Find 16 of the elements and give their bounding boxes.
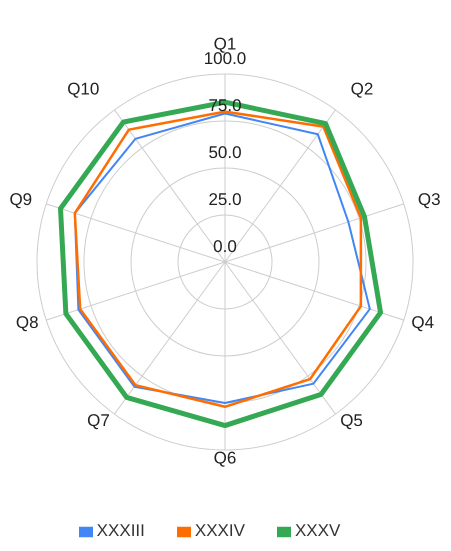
- y-tick-label: 25.0: [208, 190, 242, 209]
- spoke-label: Q9: [9, 190, 32, 209]
- spoke-label: Q6: [214, 448, 236, 468]
- y-tick-label: 50.0: [208, 143, 242, 162]
- spoke-label: Q4: [411, 313, 434, 332]
- spoke-label: Q10: [67, 80, 100, 99]
- y-tick-label: 0.0: [213, 237, 237, 256]
- spoke-label: Q5: [340, 411, 363, 430]
- spoke-label: Q7: [87, 411, 110, 430]
- legend-label: XXXIII: [96, 521, 145, 540]
- legend-label: XXXV: [294, 521, 340, 540]
- spoke-label: Q8: [16, 313, 39, 332]
- spoke-label: Q2: [350, 80, 374, 99]
- legend-label: XXXIV: [194, 521, 245, 540]
- y-tick-label: 75.0: [208, 96, 242, 115]
- spoke-label: Q3: [418, 190, 441, 209]
